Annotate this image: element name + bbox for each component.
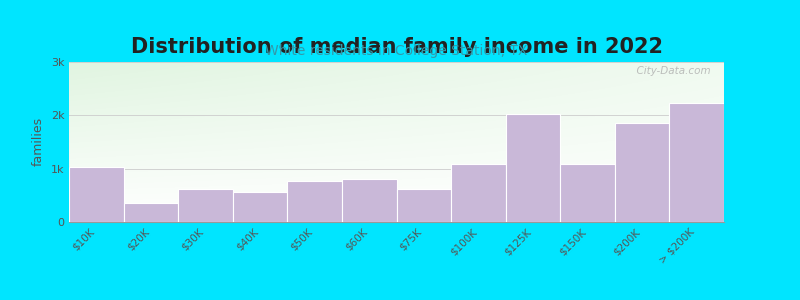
Bar <box>670 103 724 222</box>
Bar <box>560 164 614 222</box>
Bar <box>451 164 506 222</box>
Bar <box>506 114 560 222</box>
Title: Distribution of median family income in 2022: Distribution of median family income in … <box>130 37 662 57</box>
Bar <box>287 181 342 222</box>
Bar <box>70 167 124 222</box>
Y-axis label: families: families <box>32 117 45 167</box>
Bar <box>342 179 397 222</box>
Text: White residents in College Station, TX: White residents in College Station, TX <box>266 44 528 58</box>
Bar <box>233 192 287 222</box>
Bar <box>124 203 178 222</box>
Bar <box>178 189 233 222</box>
Bar <box>614 122 670 222</box>
Text: City-Data.com: City-Data.com <box>630 66 710 76</box>
Bar <box>397 189 451 222</box>
